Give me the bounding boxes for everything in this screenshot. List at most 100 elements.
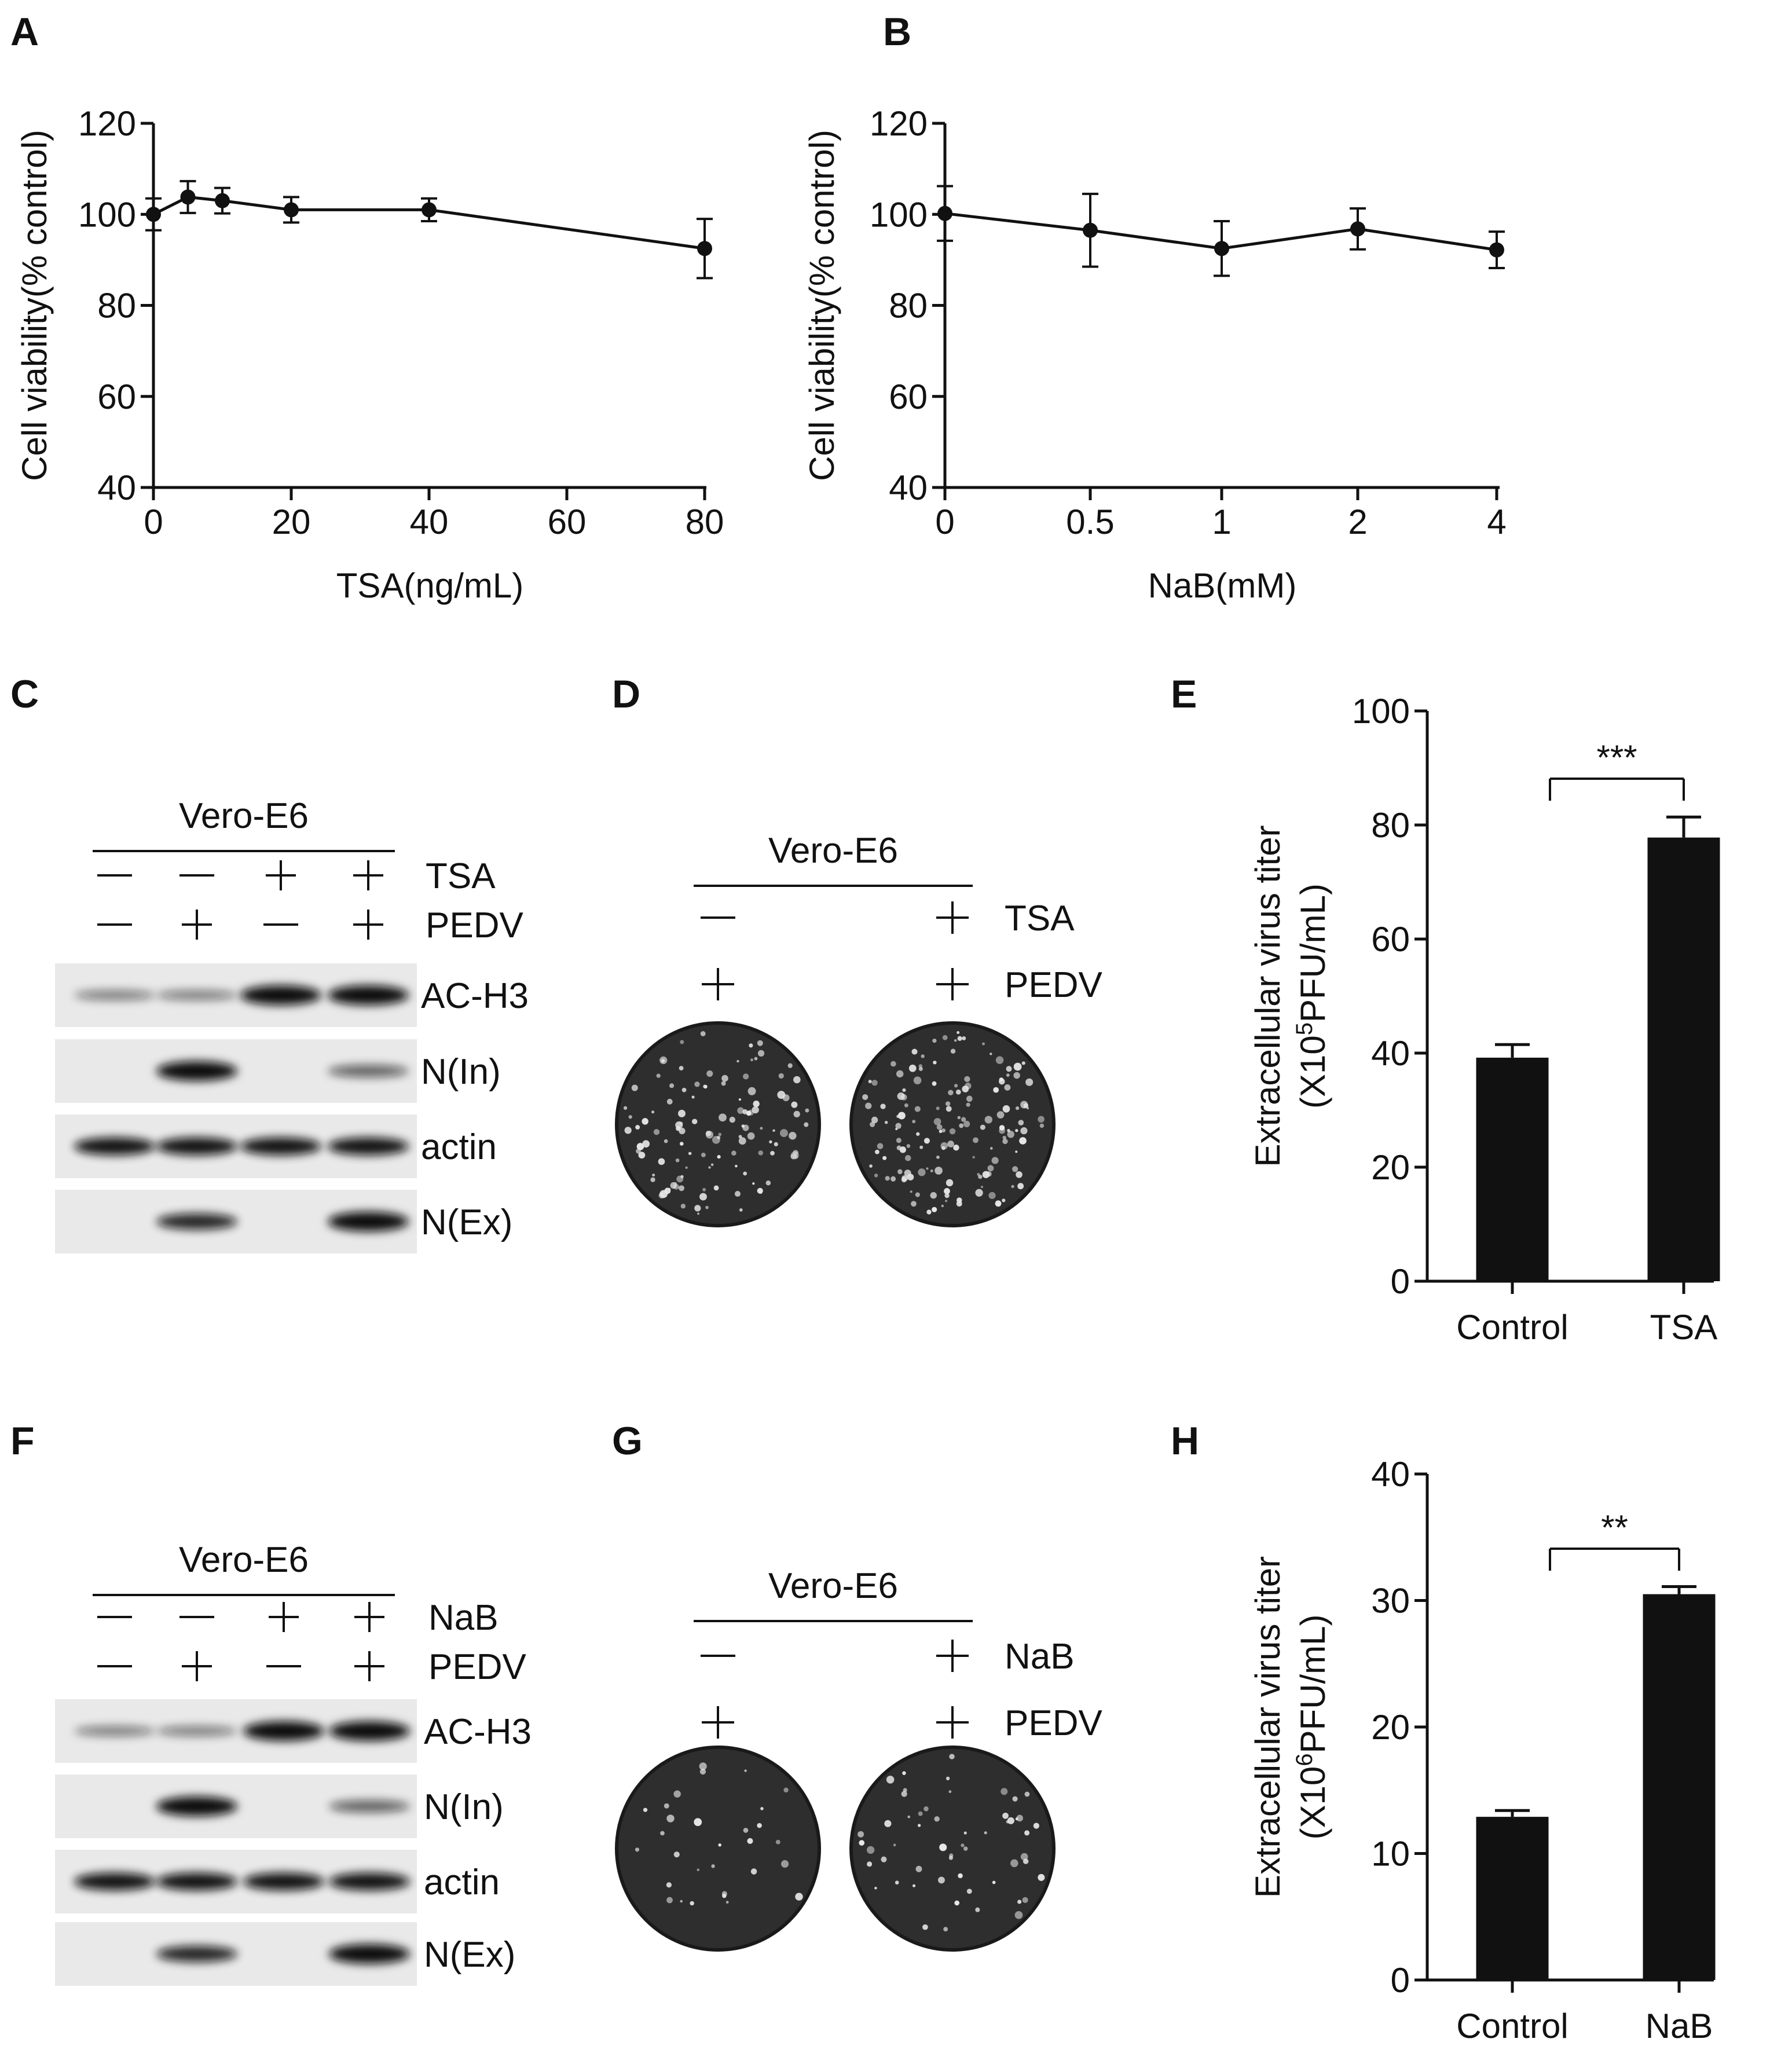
blot-band xyxy=(156,1872,237,1891)
plaque-spot xyxy=(962,1036,966,1040)
data-point xyxy=(697,241,712,256)
plaque-spot xyxy=(658,1192,665,1199)
plaque-spot xyxy=(897,1092,905,1100)
plaque-spot xyxy=(961,1117,966,1122)
data-point xyxy=(180,189,196,205)
data-point xyxy=(146,207,161,222)
y-axis-label: Extracellular virus titer xyxy=(1248,1556,1287,1898)
plaque-spot xyxy=(950,1048,956,1054)
y-axis-label: Cell viability(% control) xyxy=(15,130,54,481)
plaque-spot xyxy=(939,1130,943,1134)
plaque-spot xyxy=(1039,1123,1045,1128)
treatment-label-nab: NaB xyxy=(1005,1637,1075,1677)
plaque-spot xyxy=(666,1814,675,1823)
plaque-spot xyxy=(1006,1066,1012,1072)
plaque-spot xyxy=(636,1148,641,1154)
plaque-spot xyxy=(752,1182,755,1185)
plaque-spot xyxy=(957,1031,960,1035)
plaque-spot xyxy=(955,1089,961,1095)
plaque-spot xyxy=(958,1873,963,1879)
plaque-spot xyxy=(1013,1062,1022,1071)
plaque-spot xyxy=(930,1169,933,1173)
plaque-spot xyxy=(699,1193,707,1201)
blot-band xyxy=(156,1946,237,1962)
plaque-spot xyxy=(890,1176,896,1182)
plaque-spot xyxy=(750,1058,753,1062)
blot-row-label: AC-H3 xyxy=(424,1712,532,1752)
plaque-spot xyxy=(990,1147,993,1150)
blot-row-label: actin xyxy=(421,1127,497,1167)
plaque-spot xyxy=(884,1820,892,1827)
y-axis-label: Extracellular virus titer xyxy=(1248,825,1287,1167)
plaque-well xyxy=(615,1746,821,1952)
plaque-spot xyxy=(669,1083,675,1088)
plaque-spot xyxy=(1013,1072,1020,1079)
plaque-spot xyxy=(753,1100,760,1108)
blot-row-label: N(In) xyxy=(424,1787,504,1827)
plaque-spot xyxy=(880,1103,886,1109)
panel-label-a: A xyxy=(10,10,39,54)
data-point xyxy=(1350,221,1365,237)
plaque-spot xyxy=(948,1856,953,1860)
plaque-spot xyxy=(906,1144,911,1148)
blot-band xyxy=(329,1800,410,1813)
significance-label: ** xyxy=(1601,1508,1628,1547)
plaque-spot xyxy=(946,1179,954,1187)
plaque-spot xyxy=(721,1075,728,1082)
plaque-spot xyxy=(918,1811,923,1816)
plaque-spot xyxy=(1010,1859,1018,1868)
plaque-spot xyxy=(731,1150,736,1156)
plaque-spot xyxy=(697,1212,700,1215)
plaque-spot xyxy=(676,1175,684,1183)
y-tick-label: 80 xyxy=(1371,806,1410,845)
plaque-spot xyxy=(783,1787,789,1793)
plaque-spot xyxy=(966,1095,973,1102)
plaque-spot xyxy=(957,1116,961,1120)
y-tick-label: 120 xyxy=(870,104,928,143)
plaque-spot xyxy=(675,1158,680,1163)
plaque-spot xyxy=(725,1901,729,1904)
blot-row-label: N(In) xyxy=(421,1052,501,1092)
blot-band xyxy=(328,1212,409,1231)
blot-band xyxy=(328,1137,409,1156)
plaque-spot xyxy=(945,1101,951,1106)
plaque-spot xyxy=(875,1149,879,1154)
plaque-spot xyxy=(1024,1830,1030,1836)
plaque-spot xyxy=(739,1208,743,1212)
plaque-spot xyxy=(694,1081,700,1087)
plaque-spot xyxy=(869,1164,873,1168)
plaque-spot xyxy=(963,1831,967,1835)
cell-line-label: Vero-E6 xyxy=(768,831,898,871)
plaque-spot xyxy=(1006,1073,1010,1077)
y-tick-label: 80 xyxy=(97,287,136,325)
plaque-spot xyxy=(735,1164,738,1168)
plaque-spot xyxy=(1020,1127,1028,1135)
western-blot-c: Vero-E6 TSA PEDV AC-H3 N(In) actin N(Ex) xyxy=(55,796,529,1253)
plaque-spot xyxy=(679,1066,684,1070)
plaque-spot xyxy=(635,1847,640,1852)
plaque-spot xyxy=(870,1121,875,1127)
plaque-spot xyxy=(757,1050,765,1057)
plaque-spot xyxy=(706,1070,713,1077)
blot-band xyxy=(156,1726,237,1736)
plaque-spot xyxy=(899,1146,906,1153)
plaque-spot xyxy=(992,1880,996,1884)
plaque-spot xyxy=(867,1861,873,1867)
plaque-spot xyxy=(961,1843,965,1847)
cell-line-label: Vero-E6 xyxy=(179,796,309,836)
plaque-spot xyxy=(719,1113,727,1122)
plaque-well xyxy=(615,1021,821,1227)
plaque-spot xyxy=(932,1038,937,1043)
plaque-spot xyxy=(638,1152,646,1159)
plaque-spot xyxy=(993,1087,999,1093)
plaque-spot xyxy=(757,1823,762,1828)
plaque-spot xyxy=(941,1204,944,1208)
plaque-spot xyxy=(664,1139,668,1143)
plaque-spot xyxy=(660,1831,665,1836)
plaque-spot xyxy=(673,1183,679,1190)
x-tick-label: 40 xyxy=(410,503,449,541)
blot-band xyxy=(156,990,237,1000)
plaque-spot xyxy=(691,1095,695,1099)
plaque-spot xyxy=(973,1137,979,1143)
